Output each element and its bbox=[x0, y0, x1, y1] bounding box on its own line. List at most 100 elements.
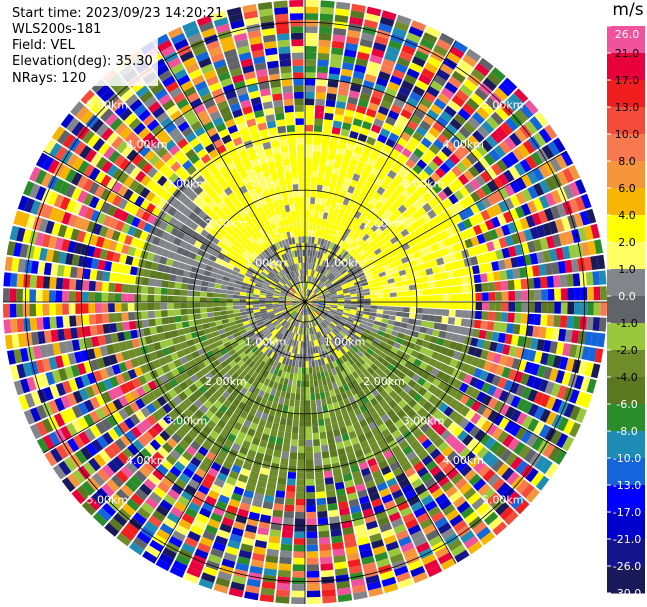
velocity-gate bbox=[410, 114, 422, 126]
velocity-gate bbox=[310, 296, 317, 300]
velocity-gate bbox=[520, 313, 528, 324]
velocity-gate bbox=[217, 529, 230, 540]
velocity-gate bbox=[327, 80, 339, 88]
velocity-gate bbox=[460, 530, 475, 544]
velocity-gate bbox=[213, 288, 221, 294]
velocity-gate bbox=[332, 194, 339, 202]
velocity-gate bbox=[310, 269, 314, 277]
velocity-gate bbox=[381, 235, 390, 244]
velocity-gate bbox=[590, 332, 599, 347]
velocity-gate bbox=[425, 349, 434, 358]
velocity-gate bbox=[407, 239, 416, 248]
velocity-gate bbox=[484, 437, 497, 450]
velocity-gate bbox=[333, 328, 340, 335]
velocity-gate bbox=[388, 399, 398, 409]
velocity-gate bbox=[311, 170, 318, 178]
velocity-gate bbox=[397, 204, 407, 214]
velocity-gate bbox=[402, 285, 410, 292]
velocity-gate bbox=[417, 207, 427, 217]
velocity-gate bbox=[434, 280, 442, 288]
velocity-gate bbox=[69, 315, 77, 327]
velocity-gate bbox=[341, 122, 352, 131]
velocity-gate bbox=[434, 315, 443, 323]
velocity-gate bbox=[311, 406, 317, 414]
velocity-gate bbox=[347, 381, 355, 390]
velocity-gate bbox=[311, 302, 319, 304]
velocity-gate bbox=[388, 204, 398, 214]
velocity-gate bbox=[501, 366, 511, 379]
velocity-gate bbox=[260, 398, 268, 407]
velocity-gate bbox=[376, 293, 384, 298]
velocity-gate bbox=[500, 280, 509, 291]
velocity-gate bbox=[320, 275, 326, 282]
velocity-gate bbox=[332, 337, 339, 345]
velocity-gate bbox=[354, 331, 362, 338]
velocity-gate bbox=[580, 302, 588, 315]
velocity-gate bbox=[200, 307, 208, 313]
velocity-gate bbox=[206, 302, 214, 308]
velocity-gate bbox=[371, 215, 380, 224]
velocity-gate bbox=[424, 132, 437, 143]
velocity-gate bbox=[417, 263, 426, 271]
velocity-gate bbox=[309, 314, 313, 321]
velocity-gate bbox=[353, 253, 361, 261]
velocity-gate bbox=[507, 368, 518, 381]
velocity-gate bbox=[533, 421, 545, 436]
velocity-gate bbox=[345, 278, 353, 283]
velocity-gate bbox=[326, 316, 333, 322]
velocity-gate bbox=[390, 297, 397, 302]
velocity-gate bbox=[326, 356, 332, 364]
velocity-gate bbox=[495, 364, 505, 377]
velocity-gate bbox=[291, 432, 299, 440]
velocity-gate bbox=[558, 232, 568, 246]
velocity-gate bbox=[579, 272, 587, 286]
velocity-gate bbox=[319, 158, 327, 166]
velocity-gate bbox=[315, 392, 321, 400]
velocity-gate bbox=[470, 388, 481, 400]
velocity-gate bbox=[335, 287, 343, 292]
velocity-gate bbox=[305, 210, 310, 217]
velocity-gate bbox=[317, 316, 323, 323]
velocity-gate bbox=[42, 289, 50, 302]
velocity-gate bbox=[267, 414, 275, 423]
velocity-gate bbox=[329, 354, 335, 362]
velocity-gate bbox=[317, 304, 325, 306]
velocity-gate bbox=[332, 353, 338, 361]
velocity-gate bbox=[275, 354, 281, 362]
velocity-gate bbox=[329, 322, 336, 329]
velocity-gate bbox=[284, 504, 295, 512]
velocity-gate bbox=[436, 150, 448, 162]
velocity-gate bbox=[213, 302, 220, 307]
velocity-gate bbox=[94, 303, 102, 313]
velocity-gate bbox=[332, 401, 340, 410]
velocity-gate bbox=[315, 471, 324, 479]
velocity-gate bbox=[403, 38, 419, 50]
velocity-gate bbox=[252, 552, 265, 562]
velocity-gate bbox=[320, 198, 327, 206]
velocity-gate bbox=[594, 348, 604, 363]
velocity-gate bbox=[491, 477, 505, 492]
velocity-gate bbox=[395, 472, 407, 483]
velocity-gate bbox=[310, 304, 317, 308]
velocity-gate bbox=[373, 161, 383, 171]
velocity-gate bbox=[319, 550, 332, 558]
velocity-gate bbox=[310, 327, 314, 335]
velocity-gate bbox=[347, 230, 355, 238]
velocity-gate bbox=[320, 0, 335, 8]
velocity-gate bbox=[398, 478, 410, 489]
velocity-gate bbox=[407, 278, 416, 285]
velocity-gate bbox=[346, 451, 356, 461]
velocity-gate bbox=[447, 100, 461, 113]
velocity-gate bbox=[427, 56, 442, 68]
velocity-gate bbox=[526, 200, 538, 214]
velocity-gate bbox=[194, 313, 202, 320]
velocity-gate bbox=[473, 478, 487, 492]
velocity-gate bbox=[305, 433, 313, 440]
velocity-gate bbox=[515, 191, 527, 205]
velocity-gate bbox=[306, 334, 310, 342]
velocity-gate bbox=[482, 340, 492, 351]
velocity-gate bbox=[313, 131, 322, 139]
velocity-gate bbox=[437, 353, 446, 363]
velocity-gate bbox=[347, 29, 361, 39]
velocity-gate bbox=[393, 209, 402, 218]
